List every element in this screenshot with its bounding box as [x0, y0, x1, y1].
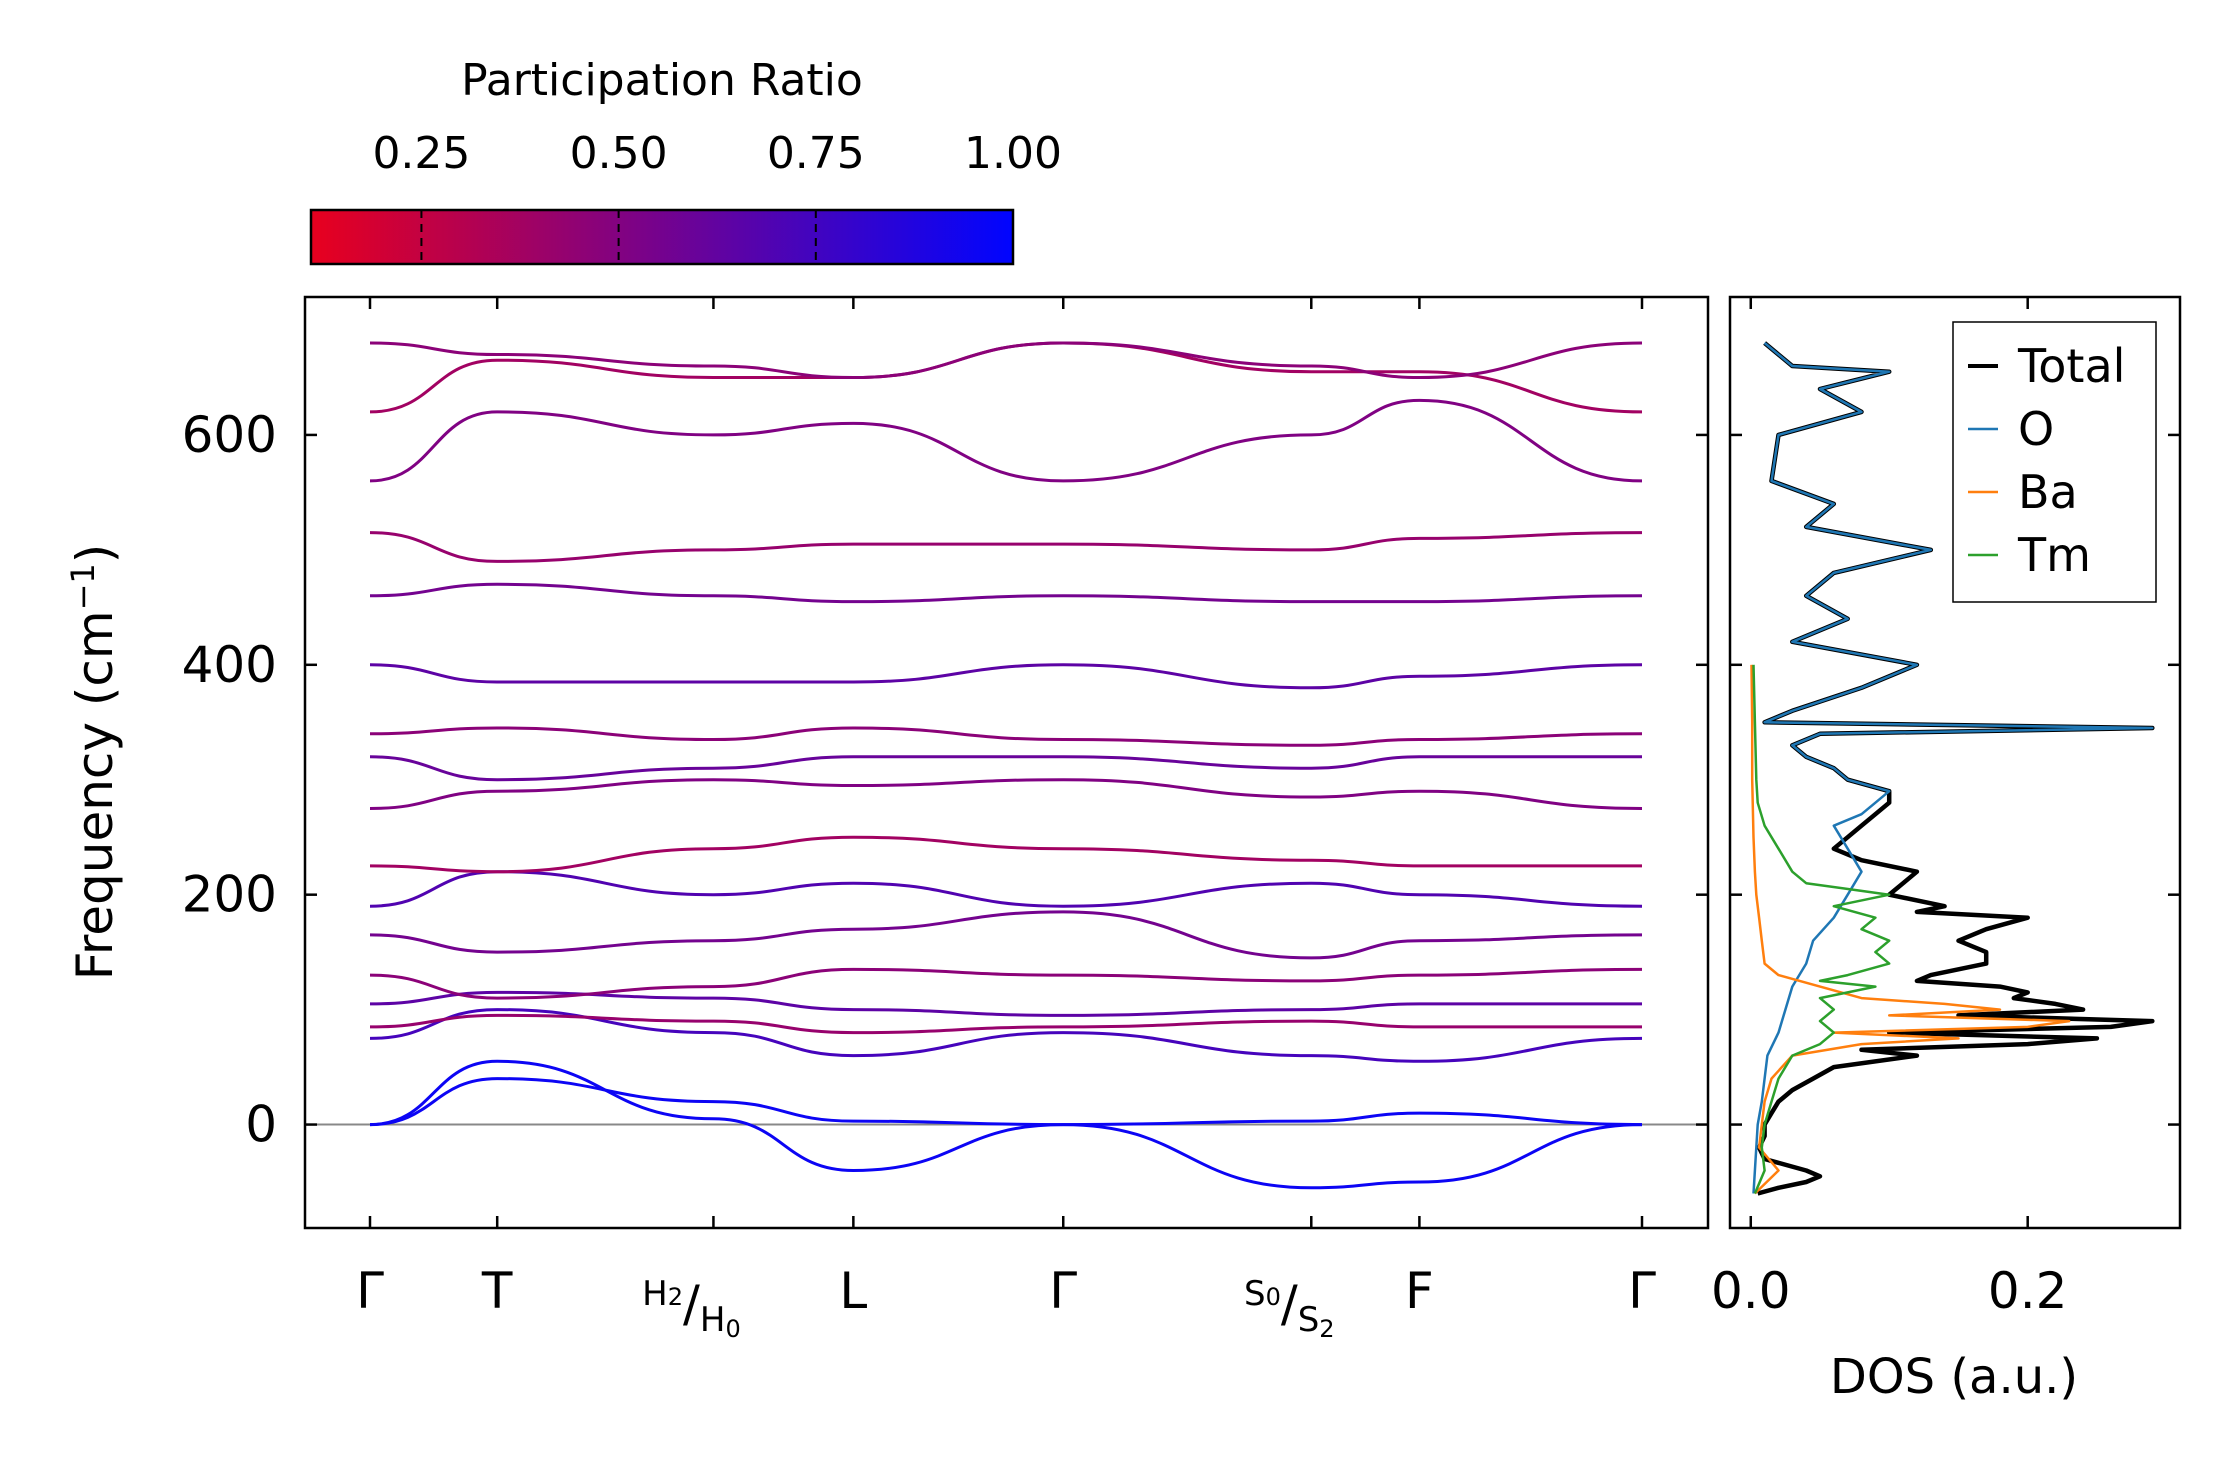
path-tick-label: H2/H0 [642, 1274, 741, 1343]
phonon-band [369, 755, 1642, 782]
phonon-band [369, 1077, 1643, 1127]
phonon-band [369, 341, 1643, 380]
path-tick-label: F [1405, 1262, 1434, 1320]
dos-x-tick-label: 0.2 [1988, 1262, 2068, 1320]
phonon-band [369, 870, 1643, 908]
colorbar-tick-label: 1.00 [964, 128, 1062, 179]
dos-panel: 0.0 0.2 DOS (a.u.) Total O Ba Tm [1711, 295, 2182, 1405]
dos-series-tm [1752, 664, 1891, 1194]
path-tick-label: T [481, 1262, 513, 1320]
phonon-band [369, 663, 1643, 690]
phonon-band [369, 990, 1642, 1017]
dos-axes-frame [1728, 295, 2182, 1230]
y-tick-label: 200 [182, 866, 277, 924]
dos-series-ba [1750, 664, 2071, 1195]
legend: Total O Ba Tm [1952, 321, 2157, 603]
colorbar: Participation Ratio 0.25 0.50 0.75 1.00 [309, 55, 1062, 266]
path-tick-label: S0/S2 [1244, 1274, 1335, 1343]
dos-x-label: DOS (a.u.) [1830, 1349, 2078, 1405]
phonon-band [369, 531, 1643, 563]
colorbar-tick-label: 0.50 [570, 128, 668, 179]
phonon-band [369, 967, 1643, 1000]
dos-x-tick-label: 0.0 [1711, 1262, 1791, 1320]
path-tick-label: Γ [356, 1262, 384, 1320]
band-structure-panel: 0 200 400 600 Γ T H2/H0 L Γ S0/S2 F Γ Frequency (c… [64, 295, 1710, 1343]
phonon-band [369, 835, 1642, 874]
path-tick-label: Γ [1049, 1262, 1077, 1320]
phonon-band [369, 1013, 1642, 1035]
phonon-band [369, 778, 1643, 810]
y-tick-label: 400 [182, 636, 277, 694]
colorbar-tick-label: 0.75 [767, 128, 865, 179]
phonon-band [369, 582, 1643, 604]
y-tick-label: 600 [182, 406, 277, 464]
phonon-band [369, 398, 1643, 483]
legend-label: Total [2017, 339, 2125, 393]
y-axis-label: Frequency (cm−1) [64, 544, 124, 981]
colorbar-tick-label: 0.25 [372, 128, 470, 179]
legend-label: Tm [2017, 528, 2091, 582]
y-tick-label: 0 [245, 1096, 277, 1154]
colorbar-label: Participation Ratio [461, 55, 863, 106]
path-tick-label: L [839, 1262, 867, 1320]
phonon-band [369, 726, 1643, 747]
dos-y-ticks [1730, 433, 2180, 1126]
path-tick-label: Γ [1628, 1262, 1656, 1320]
path-ticks: Γ T H2/H0 L Γ S0/S2 F Γ [356, 297, 1656, 1343]
colorbar-bar [309, 208, 1015, 266]
phonon-bands [369, 341, 1643, 1190]
band-axes-frame [303, 295, 1710, 1230]
legend-label: O [2018, 402, 2054, 456]
y-ticks: 0 200 400 600 [182, 406, 1708, 1154]
phonon-band [369, 1059, 1643, 1190]
phonon-band [369, 910, 1643, 960]
colorbar-ticks: 0.25 0.50 0.75 1.00 [372, 128, 1062, 264]
dos-x-ticks: 0.0 0.2 [1711, 297, 2067, 1320]
phonon-band [369, 1008, 1643, 1063]
dos-series [1750, 341, 2155, 1196]
dos-series-o [1752, 342, 2154, 1194]
legend-label: Ba [2018, 465, 2078, 519]
